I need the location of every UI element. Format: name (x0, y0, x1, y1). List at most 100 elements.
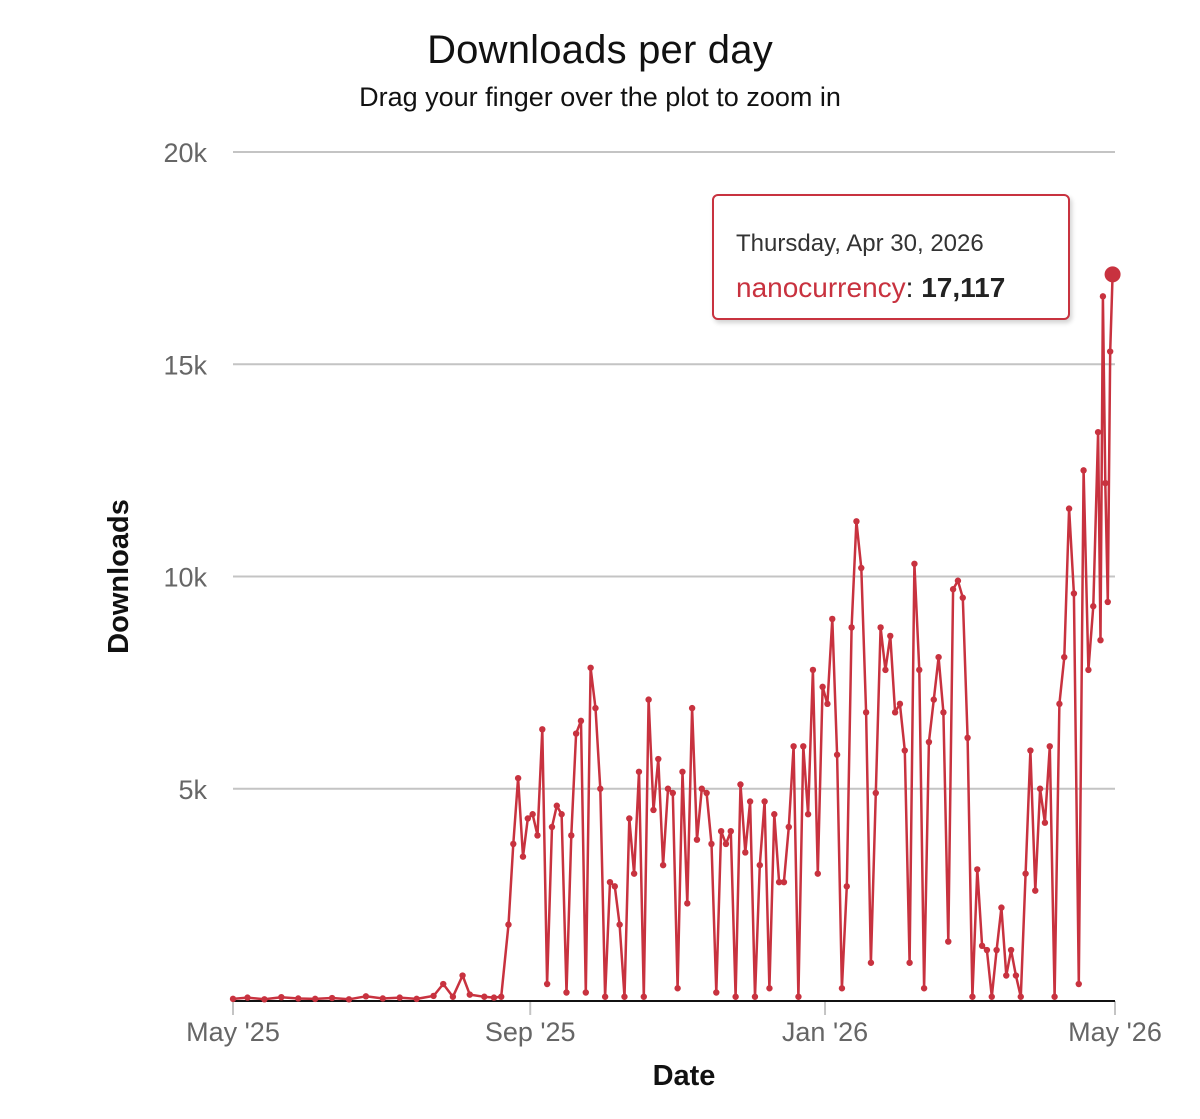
data-point[interactable] (1080, 467, 1087, 474)
data-point[interactable] (674, 985, 681, 992)
data-point[interactable] (1007, 946, 1015, 954)
data-point[interactable] (891, 709, 899, 716)
data-point[interactable] (887, 632, 894, 640)
data-point[interactable] (606, 878, 614, 886)
data-point[interactable] (882, 666, 889, 674)
data-point[interactable] (328, 994, 336, 1002)
data-point[interactable] (659, 861, 667, 869)
data-point[interactable] (261, 996, 268, 1003)
data-point[interactable] (964, 734, 971, 742)
data-point[interactable] (1061, 653, 1068, 661)
data-point[interactable] (1027, 747, 1034, 754)
data-point[interactable] (449, 993, 457, 1000)
data-point[interactable] (877, 624, 884, 631)
data-point[interactable] (278, 993, 285, 1001)
data-point[interactable] (1003, 972, 1010, 979)
data-point[interactable] (935, 653, 942, 661)
data-point[interactable] (1036, 785, 1044, 792)
data-point[interactable] (311, 995, 319, 1003)
data-point[interactable] (635, 768, 643, 775)
data-point[interactable] (582, 989, 589, 996)
data-point[interactable] (872, 789, 879, 797)
data-point[interactable] (708, 840, 715, 848)
data-point[interactable] (524, 815, 532, 822)
data-point[interactable] (867, 959, 875, 966)
data-point[interactable] (597, 785, 604, 792)
data-point[interactable] (727, 828, 734, 835)
data-point[interactable] (809, 666, 817, 674)
data-point[interactable] (901, 747, 908, 754)
data-point[interactable] (978, 942, 986, 950)
data-point[interactable] (925, 738, 933, 746)
data-point[interactable] (930, 696, 937, 703)
data-point[interactable] (974, 866, 981, 873)
data-point[interactable] (640, 993, 647, 1000)
data-point[interactable] (645, 696, 652, 703)
data-point[interactable] (1075, 980, 1082, 988)
data-point[interactable] (1012, 972, 1020, 979)
data-point[interactable] (693, 836, 701, 843)
data-point[interactable] (684, 900, 691, 907)
data-point[interactable] (920, 985, 928, 992)
data-point[interactable] (954, 577, 962, 584)
data-point[interactable] (775, 878, 783, 886)
data-point[interactable] (664, 785, 672, 792)
data-point[interactable] (229, 995, 237, 1003)
data-point[interactable] (771, 811, 778, 818)
data-point[interactable] (906, 959, 913, 966)
data-point[interactable] (819, 683, 826, 691)
data-point[interactable] (679, 768, 686, 775)
data-point[interactable] (829, 615, 836, 623)
data-point[interactable] (655, 755, 662, 763)
data-point[interactable] (616, 921, 623, 928)
data-point[interactable] (1104, 598, 1111, 606)
data-point[interactable] (1099, 293, 1107, 300)
data-point[interactable] (737, 781, 744, 788)
data-point[interactable] (563, 989, 570, 996)
data-point[interactable] (795, 993, 802, 1000)
data-point[interactable] (766, 985, 773, 992)
data-point[interactable] (945, 938, 952, 945)
data-point[interactable] (514, 774, 522, 782)
data-point[interactable] (1032, 887, 1039, 894)
data-point[interactable] (1090, 603, 1097, 610)
data-point[interactable] (362, 993, 370, 1000)
data-point[interactable] (1070, 590, 1078, 597)
data-point[interactable] (539, 726, 546, 733)
data-point[interactable] (848, 624, 855, 631)
data-point[interactable] (862, 709, 870, 716)
data-point[interactable] (761, 798, 768, 805)
data-point[interactable] (1065, 505, 1073, 512)
data-point[interactable] (790, 743, 797, 750)
data-point[interactable] (916, 666, 923, 674)
data-point[interactable] (800, 743, 807, 750)
data-point[interactable] (379, 995, 387, 1002)
data-point[interactable] (1106, 348, 1114, 355)
data-point[interactable] (1094, 428, 1102, 436)
data-point[interactable] (481, 993, 488, 1000)
data-point[interactable] (430, 992, 437, 1000)
data-point[interactable] (592, 704, 599, 712)
data-point[interactable] (490, 994, 498, 1001)
data-point[interactable] (838, 985, 846, 992)
data-point[interactable] (1097, 636, 1104, 644)
data-point[interactable] (993, 946, 1000, 954)
data-point[interactable] (621, 993, 628, 1000)
data-point[interactable] (983, 946, 991, 954)
data-point[interactable] (669, 789, 676, 797)
data-point[interactable] (998, 904, 1005, 911)
data-point[interactable] (601, 993, 609, 1000)
data-point[interactable] (853, 518, 860, 525)
data-point[interactable] (858, 564, 865, 572)
data-point[interactable] (824, 700, 831, 708)
data-point[interactable] (1041, 819, 1049, 826)
data-point[interactable] (543, 980, 551, 988)
data-point[interactable] (959, 594, 966, 601)
data-point[interactable] (1046, 743, 1053, 750)
data-point[interactable] (940, 709, 947, 716)
data-point[interactable] (630, 870, 638, 877)
data-point[interactable] (756, 861, 763, 869)
data-point[interactable] (1017, 993, 1024, 1000)
data-point[interactable] (713, 989, 720, 996)
data-point[interactable] (650, 806, 657, 814)
